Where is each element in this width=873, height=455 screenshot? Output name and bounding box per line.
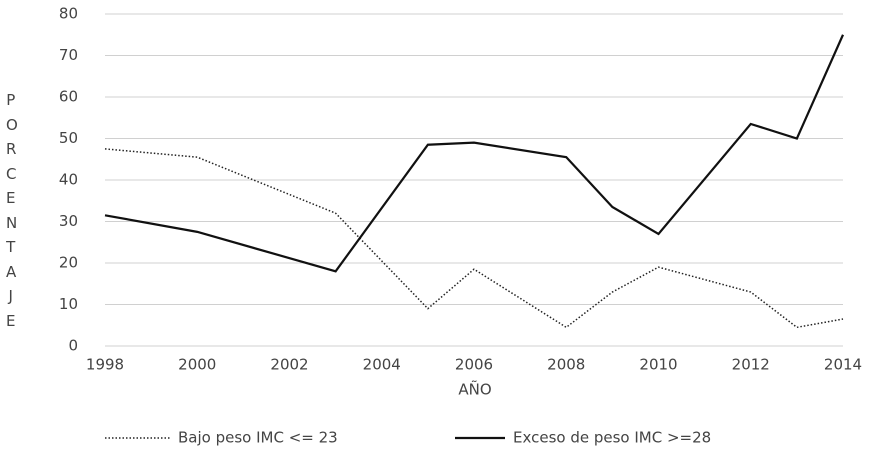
legend-label: Exceso de peso IMC >=28	[513, 429, 711, 447]
x-tick-label: 2002	[270, 356, 308, 374]
legend-label: Bajo peso IMC <= 23	[178, 429, 338, 447]
x-tick-label: 2014	[824, 356, 862, 374]
x-tick-label: 2006	[455, 356, 493, 374]
x-tick-label: 2008	[547, 356, 585, 374]
y-tick-label: 30	[59, 212, 78, 230]
x-tick-label: 2004	[363, 356, 401, 374]
x-tick-label: 2000	[178, 356, 216, 374]
x-tick-label: 2012	[732, 356, 770, 374]
x-axis-label: AÑO	[458, 380, 491, 399]
y-tick-label: 10	[59, 295, 78, 313]
y-tick-label: 80	[59, 5, 78, 23]
x-tick-label: 2010	[639, 356, 677, 374]
y-tick-label: 20	[59, 254, 78, 272]
y-tick-label: 60	[59, 88, 78, 106]
y-tick-label: 50	[59, 129, 78, 147]
y-tick-label: 40	[59, 171, 78, 189]
series-line	[104, 34, 845, 273]
y-axis-label: PORCENTAJE	[6, 91, 18, 330]
y-tick-label: 70	[59, 46, 78, 64]
y-tick-label: 0	[68, 337, 78, 355]
x-tick-label: 1998	[86, 356, 124, 374]
